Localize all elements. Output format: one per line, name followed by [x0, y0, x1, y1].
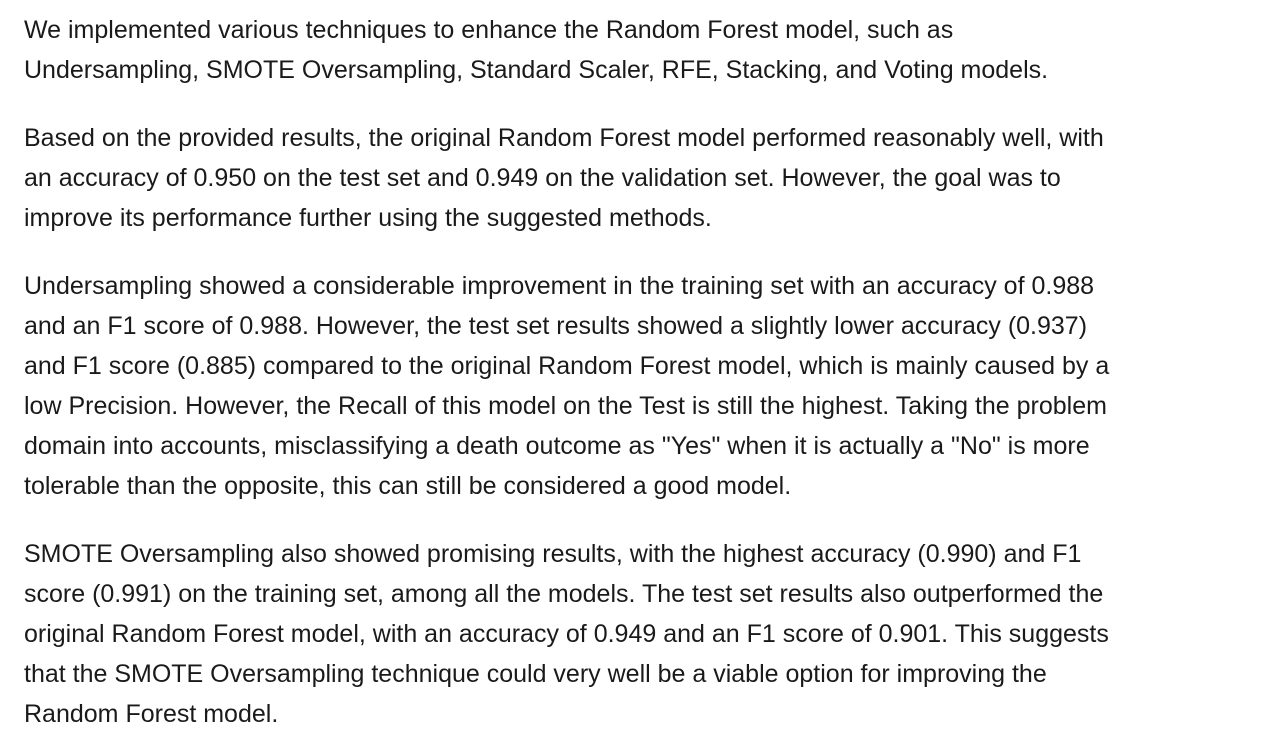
text-line: SMOTE Oversampling also showed promising…: [24, 540, 1082, 568]
text-line: domain into accounts, misclassifying a d…: [24, 432, 1090, 460]
paragraph-undersampling: Undersampling showed a considerable impr…: [24, 266, 1270, 506]
text-line: tolerable than the opposite, this can st…: [24, 472, 792, 500]
text-line: and an F1 score of 0.988. However, the t…: [24, 312, 1088, 340]
text-line: original Random Forest model, with an ac…: [24, 620, 1109, 648]
text-line: Random Forest model.: [24, 700, 279, 728]
text-line: We implemented various techniques to enh…: [24, 16, 954, 44]
text-line: Undersampling showed a considerable impr…: [24, 272, 1095, 300]
paragraph-baseline-results: Based on the provided results, the origi…: [24, 118, 1270, 238]
paragraph-techniques: We implemented various techniques to enh…: [24, 10, 1270, 90]
text-line: improve its performance further using th…: [24, 204, 712, 232]
paragraph-smote: SMOTE Oversampling also showed promising…: [24, 534, 1270, 734]
text-line: Undersampling, SMOTE Oversampling, Stand…: [24, 56, 1049, 84]
text-line: low Precision. However, the Recall of th…: [24, 392, 1107, 420]
text-line: an accuracy of 0.950 on the test set and…: [24, 164, 1061, 192]
text-line: that the SMOTE Oversampling technique co…: [24, 660, 1047, 688]
text-line: score (0.991) on the training set, among…: [24, 580, 1104, 608]
text-line: and F1 score (0.885) compared to the ori…: [24, 352, 1110, 380]
text-line: Based on the provided results, the origi…: [24, 124, 1104, 152]
